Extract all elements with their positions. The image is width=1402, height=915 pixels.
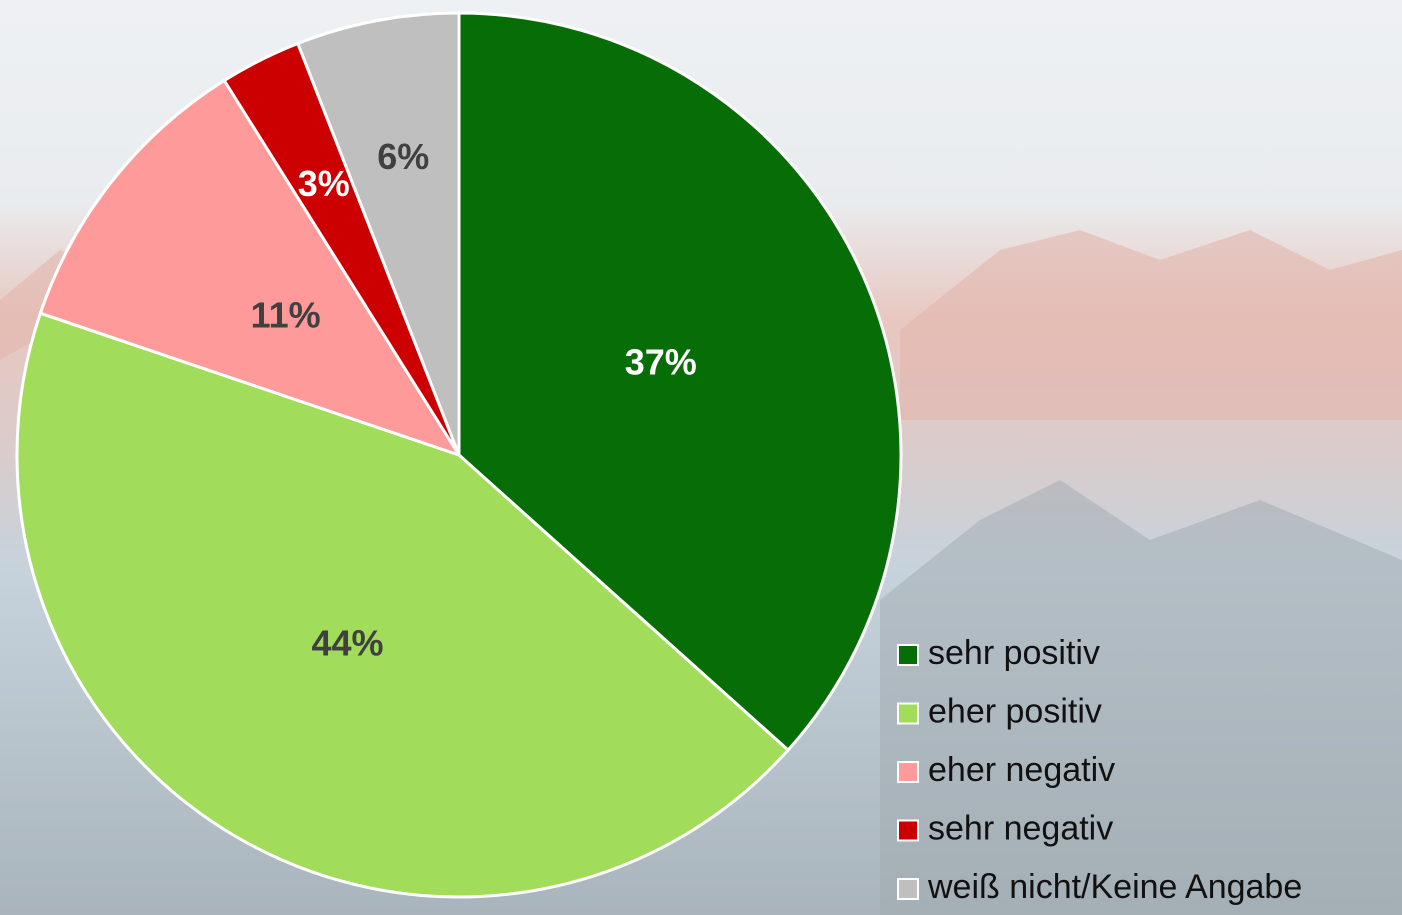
legend-label: sehr negativ	[928, 809, 1113, 847]
data-label: 11%	[251, 294, 321, 335]
legend-label: sehr positiv	[928, 634, 1100, 672]
chart: 37% 44% 11% 3% 6% sehr positiv eher positiv eh…	[0, 0, 1402, 915]
data-label: 44%	[311, 622, 383, 663]
legend-label: weiß nicht/Keine Angabe	[927, 868, 1302, 906]
legend-label: eher negativ	[928, 751, 1115, 789]
page: 37% 44% 11% 3% 6% sehr positiv eher positiv eh…	[0, 0, 1402, 915]
data-label: 37%	[625, 341, 697, 382]
legend-swatch	[898, 645, 918, 665]
legend-swatch	[898, 821, 918, 841]
legend-label: eher positiv	[928, 692, 1102, 730]
legend-swatch	[898, 879, 918, 899]
pie: 37% 44% 11% 3% 6%	[17, 13, 901, 897]
data-label: 6%	[377, 136, 429, 177]
legend-swatch	[898, 704, 918, 724]
legend-swatch	[898, 762, 918, 782]
data-label: 3%	[298, 163, 350, 204]
